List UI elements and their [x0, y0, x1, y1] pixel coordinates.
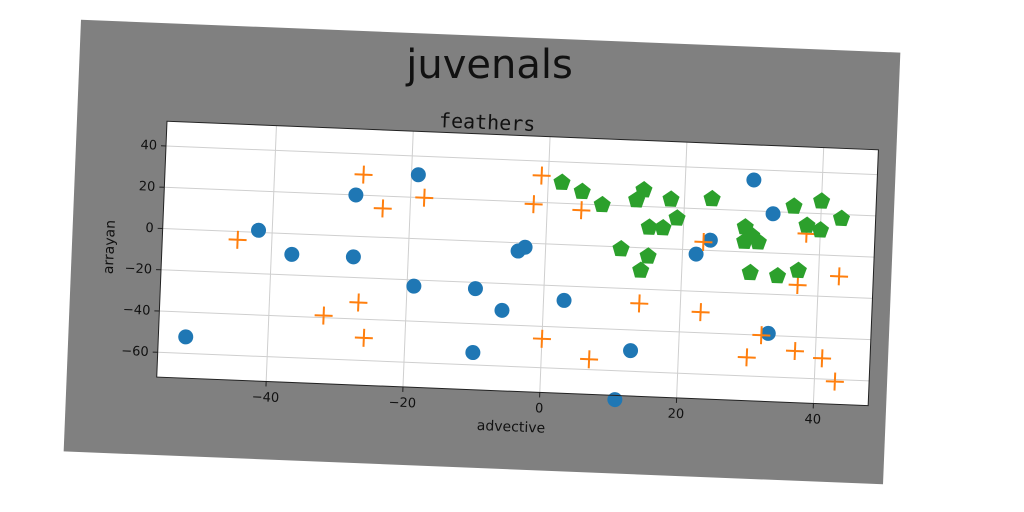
scatter-point-plus — [737, 348, 756, 367]
x-grid-line — [812, 147, 825, 404]
y-grid-line — [165, 145, 878, 176]
scatter-point-plus — [349, 293, 368, 312]
x-axis-label: advective — [477, 418, 546, 437]
x-tick-label: −40 — [251, 390, 279, 406]
y-grid-line — [157, 351, 870, 382]
x-tick-label: −20 — [388, 395, 416, 411]
y-tick-label: −20 — [124, 261, 152, 277]
scatter-point-pentagon — [635, 180, 653, 198]
scatter-point-circle — [494, 302, 510, 318]
x-tick-label: 0 — [535, 401, 544, 416]
scatter-point-pentagon — [593, 195, 611, 213]
scatter-point-plus — [830, 267, 849, 286]
y-tick-label: −40 — [123, 303, 151, 319]
scatter-point-circle — [467, 281, 483, 297]
scatter-point-pentagon — [811, 221, 830, 238]
scatter-point-plus — [532, 166, 551, 185]
data-points — [178, 165, 851, 408]
scatter-point-circle — [348, 187, 364, 203]
scatter-point-circle — [746, 172, 762, 188]
scatter-point-plus — [354, 165, 373, 184]
y-grid-line — [162, 228, 875, 258]
scatter-point-circle — [465, 345, 481, 361]
scatter-point-circle — [345, 249, 361, 265]
scatter-point-circle — [765, 206, 781, 222]
y-axis-label: arrayan — [101, 220, 119, 275]
scatter-point-pentagon — [662, 190, 680, 207]
scatter-point-circle — [623, 343, 639, 359]
scatter-point-plus — [373, 199, 392, 218]
y-tick-label: −60 — [121, 344, 149, 360]
scatter-point-circle — [410, 167, 426, 183]
plot-frame — [156, 120, 879, 407]
x-tick-label: 40 — [804, 412, 821, 428]
chart-figure: juvenals feathers −40 −20 0 20 40 −60 −40 −20 0 2… — [63, 19, 901, 485]
scatter-point-pentagon — [639, 247, 657, 264]
scatter-point-pentagon — [668, 209, 686, 226]
y-tick-label: 40 — [140, 138, 157, 154]
x-grid-line — [539, 136, 551, 393]
scatter-plot: −40 −20 0 20 40 −60 −40 −20 0 20 40 advective arra… — [101, 120, 879, 437]
scatter-point-pentagon — [741, 263, 759, 281]
scatter-point-plus — [580, 350, 599, 369]
scatter-point-plus — [415, 188, 434, 207]
scatter-point-pentagon — [573, 182, 591, 200]
y-tick-label: 20 — [138, 179, 155, 195]
scatter-point-plus — [524, 195, 543, 214]
scatter-point-plus — [691, 303, 710, 322]
scatter-point-pentagon — [612, 239, 630, 257]
tick-labels: −40 −20 0 20 40 −60 −40 −20 0 20 40 — [121, 138, 821, 428]
scatter-point-circle — [702, 232, 718, 248]
x-grid-line — [676, 142, 688, 398]
scatter-point-circle — [517, 239, 533, 255]
y-grid-line — [159, 310, 871, 341]
plot-area — [156, 121, 879, 406]
scatter-point-plus — [752, 326, 771, 345]
scatter-point-plus — [354, 328, 373, 347]
scatter-point-circle — [760, 325, 776, 341]
scatter-point-pentagon — [785, 197, 803, 214]
scatter-point-pentagon — [749, 233, 767, 250]
scatter-point-circle — [688, 246, 704, 262]
scatter-point-plus — [694, 232, 713, 252]
scatter-point-plus — [532, 329, 551, 348]
scatter-point-circle — [406, 278, 422, 294]
scatter-point-circle — [251, 222, 267, 238]
y-grid-line — [161, 269, 873, 299]
scatter-point-pentagon — [654, 218, 672, 236]
scatter-point-pentagon — [798, 216, 816, 233]
scatter-point-pentagon — [768, 266, 787, 284]
scatter-point-pentagon — [813, 192, 831, 209]
scatter-point-plus — [813, 349, 832, 368]
scatter-point-plus — [228, 230, 247, 249]
y-tick-label: 0 — [145, 221, 154, 236]
x-tick-label: 20 — [667, 407, 684, 423]
scatter-point-plus — [572, 201, 591, 220]
scatter-point-pentagon — [640, 218, 658, 235]
x-grid-line — [265, 125, 277, 382]
scatter-point-plus — [314, 306, 333, 325]
scatter-point-plus — [630, 294, 649, 313]
grid-lines — [157, 125, 878, 404]
scatter-point-plus — [788, 275, 807, 295]
scatter-point-circle — [284, 246, 300, 262]
scatter-point-circle — [178, 329, 194, 345]
scatter-point-pentagon — [703, 189, 721, 207]
scatter-point-pentagon — [832, 209, 851, 227]
scatter-point-plus — [785, 341, 805, 361]
scatter-point-pentagon — [553, 173, 571, 191]
y-grid-line — [164, 186, 876, 217]
scatter-point-pentagon — [632, 261, 650, 278]
scatter-point-plus — [825, 372, 844, 391]
scatter-point-circle — [556, 292, 572, 308]
scatter-point-pentagon — [789, 261, 807, 279]
